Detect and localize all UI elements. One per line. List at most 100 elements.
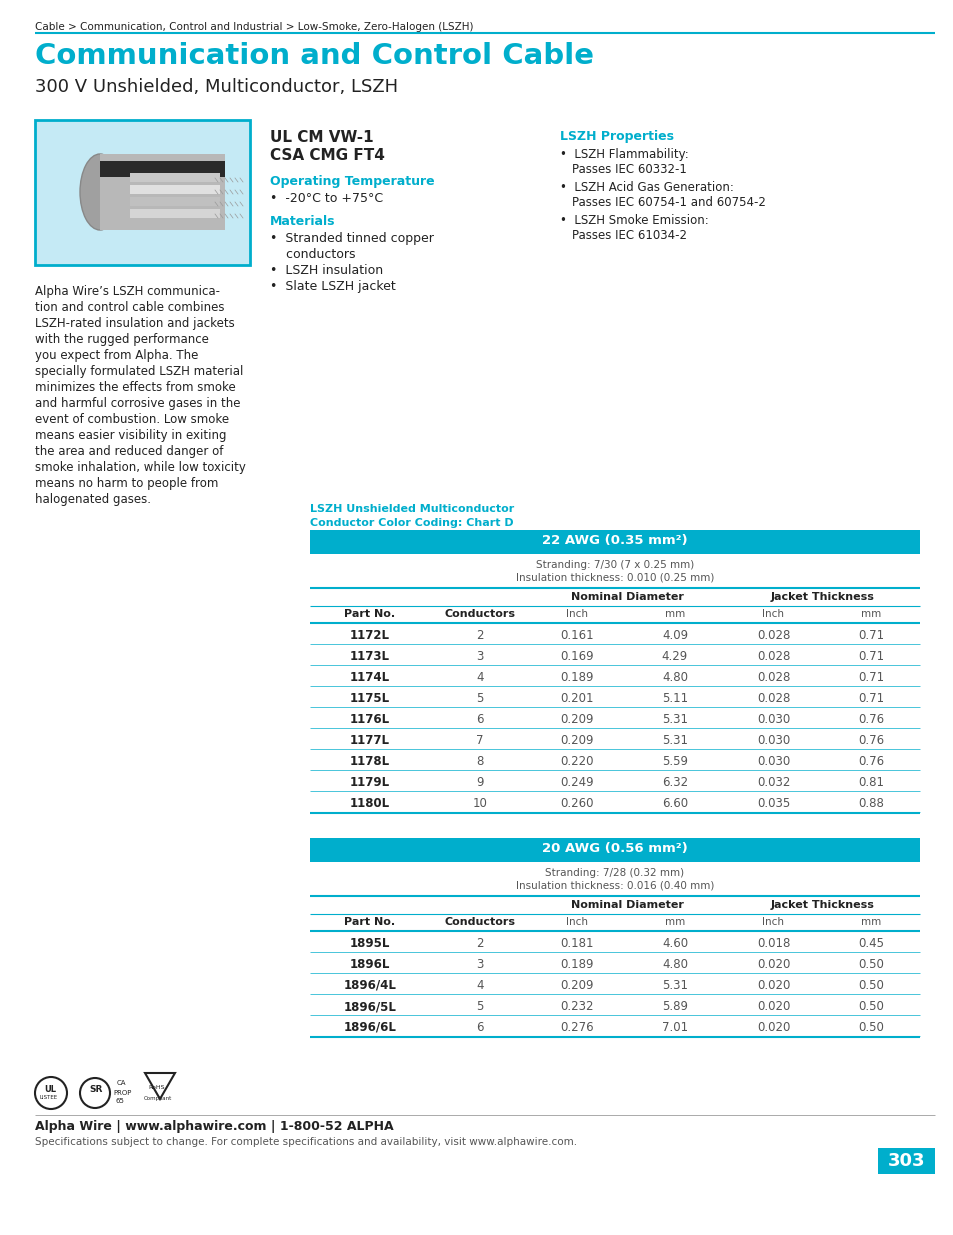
Text: 0.260: 0.260: [560, 797, 594, 810]
Text: 5: 5: [476, 1000, 483, 1013]
Text: 0.232: 0.232: [560, 1000, 594, 1013]
Text: LSZH Unshielded Multiconductor: LSZH Unshielded Multiconductor: [310, 504, 514, 514]
Text: 1896L: 1896L: [350, 958, 390, 971]
Text: Nominal Diameter: Nominal Diameter: [571, 592, 683, 601]
Text: UL: UL: [44, 1086, 56, 1094]
Text: 1178L: 1178L: [350, 755, 390, 768]
Text: 2: 2: [476, 937, 483, 950]
Text: Materials: Materials: [270, 215, 335, 228]
Text: 4.80: 4.80: [661, 671, 687, 684]
Text: 1174L: 1174L: [350, 671, 390, 684]
Text: CA: CA: [117, 1079, 127, 1086]
Text: 4.09: 4.09: [661, 629, 687, 642]
Text: 7: 7: [476, 734, 483, 747]
Text: Inch: Inch: [566, 609, 588, 619]
Text: Conductors: Conductors: [444, 918, 515, 927]
Text: 0.71: 0.71: [857, 692, 883, 705]
Text: 6.60: 6.60: [661, 797, 687, 810]
Text: 1179L: 1179L: [350, 776, 390, 789]
Bar: [130, 198, 220, 206]
Text: 7.01: 7.01: [661, 1021, 687, 1034]
Text: Inch: Inch: [761, 609, 783, 619]
Bar: [35, 120, 250, 266]
Text: 5.89: 5.89: [661, 1000, 687, 1013]
Text: 0.020: 0.020: [756, 1000, 789, 1013]
Text: 0.030: 0.030: [756, 734, 789, 747]
Text: 0.81: 0.81: [857, 776, 883, 789]
Text: 3: 3: [476, 958, 483, 971]
Text: 0.209: 0.209: [560, 734, 594, 747]
Text: mm: mm: [664, 609, 684, 619]
Text: 0.020: 0.020: [756, 979, 789, 992]
Text: 303: 303: [887, 1152, 924, 1170]
Text: 4.80: 4.80: [661, 958, 687, 971]
Text: Inch: Inch: [761, 918, 783, 927]
Text: 20 AWG (0.56 mm²): 20 AWG (0.56 mm²): [541, 842, 687, 855]
Text: Communication and Control Cable: Communication and Control Cable: [35, 42, 594, 70]
Bar: [130, 209, 220, 219]
Text: 0.71: 0.71: [857, 629, 883, 642]
Text: Stranding: 7/30 (7 x 0.25 mm): Stranding: 7/30 (7 x 0.25 mm): [536, 559, 694, 571]
Text: 0.020: 0.020: [756, 1021, 789, 1034]
Text: Passes IEC 60332-1: Passes IEC 60332-1: [572, 163, 686, 177]
Text: 5.31: 5.31: [661, 734, 687, 747]
Text: CSA CMG FT4: CSA CMG FT4: [270, 148, 384, 163]
Text: PROP: PROP: [112, 1091, 132, 1095]
Text: Stranding: 7/28 (0.32 mm): Stranding: 7/28 (0.32 mm): [545, 868, 684, 878]
Text: 4: 4: [476, 979, 483, 992]
Text: 0.276: 0.276: [560, 1021, 594, 1034]
Text: 22 AWG (0.35 mm²): 22 AWG (0.35 mm²): [541, 534, 687, 547]
Text: 0.209: 0.209: [560, 713, 594, 726]
Text: 0.032: 0.032: [756, 776, 789, 789]
Bar: [100, 161, 225, 177]
Text: •  Stranded tinned copper: • Stranded tinned copper: [270, 232, 434, 245]
Text: halogenated gases.: halogenated gases.: [35, 493, 151, 506]
Text: Cable > Communication, Control and Industrial > Low-Smoke, Zero-Halogen (LSZH): Cable > Communication, Control and Indus…: [35, 22, 473, 32]
Text: 0.030: 0.030: [756, 713, 789, 726]
Text: 0.161: 0.161: [560, 629, 594, 642]
Text: 1177L: 1177L: [350, 734, 390, 747]
Text: LSZH Properties: LSZH Properties: [559, 130, 673, 143]
Text: 1173L: 1173L: [350, 650, 390, 663]
Text: 5.11: 5.11: [661, 692, 687, 705]
Text: •  LSZH Acid Gas Generation:: • LSZH Acid Gas Generation:: [559, 182, 733, 194]
Text: 1175L: 1175L: [350, 692, 390, 705]
Text: 0.028: 0.028: [756, 650, 789, 663]
Text: with the rugged performance: with the rugged performance: [35, 333, 209, 346]
Text: Passes IEC 61034-2: Passes IEC 61034-2: [572, 228, 686, 242]
Text: Compliant: Compliant: [144, 1095, 172, 1100]
Text: 0.50: 0.50: [857, 1021, 883, 1034]
Text: Alpha Wire | www.alphawire.com | 1-800-52 ALPHA: Alpha Wire | www.alphawire.com | 1-800-5…: [35, 1120, 394, 1132]
Text: conductors: conductors: [270, 248, 355, 261]
Text: •  LSZH Flammability:: • LSZH Flammability:: [559, 148, 688, 161]
Text: 0.88: 0.88: [857, 797, 883, 810]
Text: Conductors: Conductors: [444, 609, 515, 619]
Text: Operating Temperature: Operating Temperature: [270, 175, 435, 188]
Text: 4.60: 4.60: [661, 937, 687, 950]
Text: event of combustion. Low smoke: event of combustion. Low smoke: [35, 412, 229, 426]
Text: 1172L: 1172L: [350, 629, 390, 642]
Text: 0.189: 0.189: [560, 958, 594, 971]
Text: 0.028: 0.028: [756, 692, 789, 705]
Text: 0.169: 0.169: [560, 650, 594, 663]
Text: and harmful corrosive gases in the: and harmful corrosive gases in the: [35, 396, 240, 410]
Bar: [130, 185, 220, 194]
Text: 0.030: 0.030: [756, 755, 789, 768]
Text: 6.32: 6.32: [661, 776, 687, 789]
Text: 300 V Unshielded, Multiconductor, LSZH: 300 V Unshielded, Multiconductor, LSZH: [35, 78, 397, 96]
Text: 1895L: 1895L: [350, 937, 390, 950]
Bar: [35, 120, 250, 266]
Ellipse shape: [80, 154, 120, 230]
Text: 6: 6: [476, 1021, 483, 1034]
Text: 1180L: 1180L: [350, 797, 390, 810]
Text: 4: 4: [476, 671, 483, 684]
Text: •  LSZH Smoke Emission:: • LSZH Smoke Emission:: [559, 214, 708, 227]
Bar: [100, 154, 225, 230]
Text: Jacket Thickness: Jacket Thickness: [770, 592, 874, 601]
Text: 0.50: 0.50: [857, 979, 883, 992]
Text: •  LSZH insulation: • LSZH insulation: [270, 264, 383, 277]
Text: 5.31: 5.31: [661, 713, 687, 726]
Text: UL CM VW-1: UL CM VW-1: [270, 130, 374, 144]
Text: the area and reduced danger of: the area and reduced danger of: [35, 445, 223, 458]
Text: 0.028: 0.028: [756, 671, 789, 684]
